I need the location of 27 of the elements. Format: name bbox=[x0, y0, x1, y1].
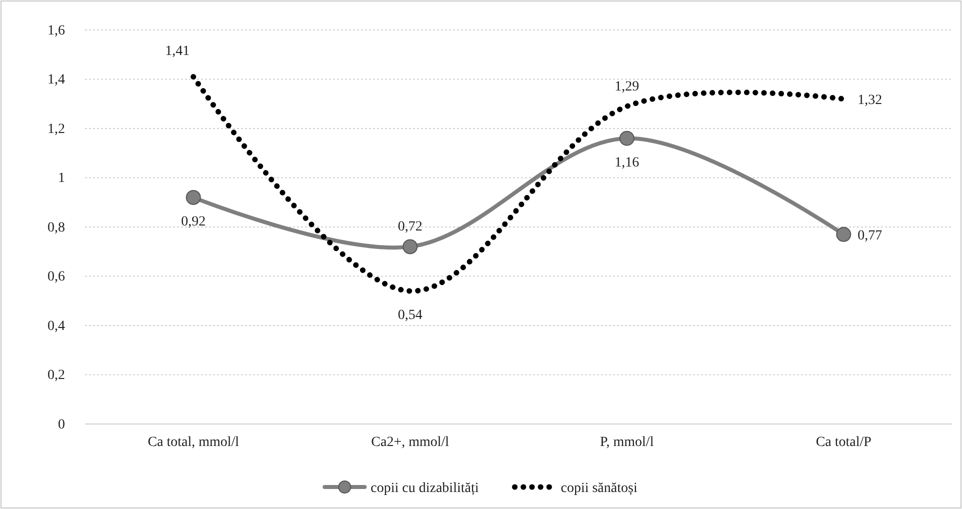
y-tick-label: 1 bbox=[58, 171, 65, 186]
x-tick-label: Ca total/P bbox=[816, 434, 872, 450]
y-tick-label: 0,2 bbox=[48, 368, 65, 384]
data-label: 1,29 bbox=[614, 79, 640, 94]
y-tick-label: 1,6 bbox=[48, 23, 65, 38]
legend-label: copii sănătoși bbox=[560, 481, 638, 496]
data-label: 0,77 bbox=[858, 228, 882, 244]
y-tick-label: 0,8 bbox=[48, 220, 65, 236]
point bbox=[402, 239, 418, 254]
y-tick-label: 1,2 bbox=[48, 122, 65, 137]
data-label: 1,32 bbox=[858, 92, 882, 108]
y-tick-label: 0,6 bbox=[48, 270, 65, 285]
legend-label: copii cu dizabilități bbox=[370, 481, 479, 496]
data-label: 0,72 bbox=[398, 220, 422, 235]
data-label: 0,92 bbox=[181, 214, 206, 230]
point bbox=[619, 130, 634, 146]
x-tick-label: P, mmol/l bbox=[600, 434, 654, 450]
point bbox=[836, 226, 852, 242]
data-label: 0,54 bbox=[398, 308, 422, 324]
y-tick-label: 1,4 bbox=[48, 72, 65, 88]
point bbox=[186, 190, 201, 205]
x-tick-label: Ca total, mmol/l bbox=[148, 434, 240, 450]
data-label: 1,16 bbox=[614, 155, 640, 170]
y-tick-label: 0,4 bbox=[48, 318, 65, 334]
y-tick-label: 0 bbox=[58, 417, 65, 432]
data-label: 1,41 bbox=[165, 44, 190, 59]
x-tick-label: Ca2+, mmol/l bbox=[371, 434, 450, 450]
